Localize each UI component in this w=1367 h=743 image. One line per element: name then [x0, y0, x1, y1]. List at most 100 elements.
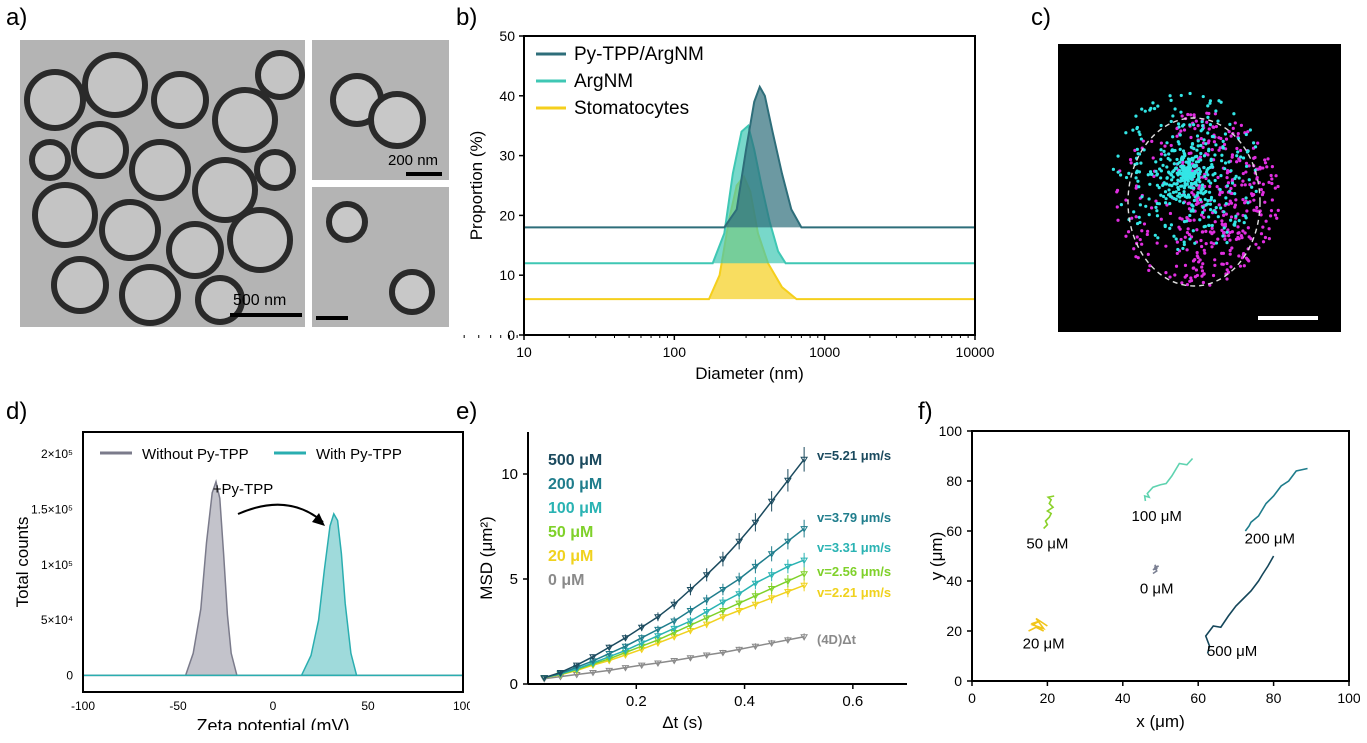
- magenta-dot: [1261, 225, 1265, 229]
- cyan-dot: [1199, 129, 1203, 133]
- cyan-dot: [1195, 148, 1199, 152]
- cyan-dot: [1154, 205, 1158, 209]
- cyan-dot: [1192, 147, 1196, 151]
- cyan-dot: [1171, 175, 1175, 179]
- data-point: [572, 662, 581, 670]
- magenta-dot: [1266, 157, 1270, 161]
- magenta-dot: [1189, 135, 1193, 140]
- magenta-dot: [1159, 217, 1163, 221]
- cyan-dot: [1195, 183, 1199, 187]
- cyan-dot: [1207, 223, 1211, 228]
- cyan-dot: [1168, 194, 1172, 198]
- magenta-dot: [1151, 156, 1155, 160]
- magenta-dot: [1226, 181, 1231, 185]
- magenta-dot: [1212, 242, 1216, 246]
- magenta-dot: [1140, 229, 1144, 233]
- trajectory-label: 0 μM: [1140, 581, 1174, 598]
- annotation-arrow: [237, 503, 324, 523]
- cyan-dot: [1159, 176, 1163, 180]
- magenta-dot: [1204, 242, 1208, 246]
- cyan-dot: [1172, 169, 1176, 173]
- trajectory-0: [1152, 564, 1160, 575]
- cyan-dot: [1202, 154, 1207, 158]
- cyan-dot: [1230, 181, 1235, 185]
- magenta-dot: [1230, 246, 1234, 250]
- magenta-dot: [1217, 148, 1221, 152]
- cyan-dot: [1140, 195, 1144, 199]
- magenta-dot: [1237, 254, 1241, 258]
- magenta-dot: [1207, 127, 1211, 131]
- magenta-dot: [1269, 173, 1273, 178]
- cyan-dot: [1183, 154, 1187, 158]
- x-tick-label: 0: [968, 690, 976, 706]
- magenta-dot: [1252, 181, 1256, 185]
- magenta-dot: [1220, 219, 1224, 223]
- magenta-dot: [1229, 186, 1233, 191]
- magenta-dot: [1186, 112, 1190, 117]
- cyan-dot: [1244, 196, 1248, 200]
- magenta-dot: [1180, 114, 1184, 118]
- cyan-dot: [1171, 114, 1175, 118]
- magenta-dot: [1126, 230, 1131, 234]
- annotation-label: +Py-TPP: [213, 481, 273, 498]
- magenta-dot: [1177, 225, 1181, 229]
- data-point: [637, 624, 646, 632]
- cyan-dot: [1146, 173, 1150, 177]
- magenta-dot: [1191, 266, 1195, 270]
- cyan-dot: [1176, 178, 1180, 182]
- magenta-dot: [1236, 225, 1240, 229]
- cyan-dot: [1204, 142, 1208, 146]
- trajectory-200: [1244, 467, 1308, 532]
- cyan-dot: [1180, 193, 1184, 198]
- cyan-dot: [1214, 241, 1219, 245]
- y-tick-label: 0: [507, 327, 515, 343]
- magenta-dot: [1228, 238, 1232, 242]
- magenta-dot: [1124, 234, 1128, 238]
- data-point: [637, 635, 646, 642]
- magenta-dot: [1222, 142, 1227, 147]
- cyan-dot: [1163, 153, 1167, 157]
- cyan-dot: [1175, 157, 1179, 162]
- magenta-dot: [1175, 251, 1179, 256]
- cyan-dot: [1135, 126, 1139, 131]
- data-point: [800, 571, 809, 578]
- magenta-dot: [1265, 165, 1269, 169]
- magenta-dot: [1138, 237, 1142, 242]
- cyan-dot: [1201, 192, 1205, 196]
- magenta-dot: [1263, 200, 1267, 204]
- data-point: [686, 655, 695, 662]
- magenta-dot: [1181, 160, 1185, 164]
- magenta-dot: [1243, 231, 1247, 235]
- data-point: [784, 563, 792, 571]
- x-tick-label: -100: [71, 699, 95, 713]
- magenta-dot: [1200, 269, 1205, 273]
- magenta-dot: [1210, 245, 1214, 249]
- magenta-dot: [1226, 270, 1231, 274]
- tem-micrograph-inset-bottom: [312, 187, 449, 327]
- magenta-dot: [1213, 220, 1217, 224]
- magenta-dot: [1229, 134, 1233, 138]
- cyan-dot: [1214, 143, 1218, 147]
- magenta-dot: [1268, 214, 1273, 218]
- magenta-dot: [1200, 213, 1204, 217]
- x-tick-label: 100: [453, 699, 470, 713]
- cyan-dot: [1158, 167, 1162, 171]
- magenta-dot: [1129, 161, 1133, 165]
- magenta-dot: [1204, 229, 1208, 234]
- cyan-dot: [1223, 161, 1228, 165]
- cyan-dot: [1162, 149, 1166, 153]
- cyan-dot: [1138, 220, 1142, 225]
- data-point: [735, 608, 744, 615]
- cyan-dot: [1165, 165, 1169, 169]
- magenta-dot: [1150, 206, 1154, 210]
- cyan-dot: [1221, 139, 1225, 143]
- magenta-dot: [1140, 242, 1144, 246]
- trajectory-chart: 50 μM 100 μM 0 μM 20 μM 200 μM 500 μM 0 20 40 60 8…: [927, 423, 1360, 731]
- magenta-dot: [1208, 230, 1213, 234]
- magenta-dot: [1247, 164, 1251, 168]
- magenta-dot: [1246, 226, 1250, 230]
- cyan-dot: [1137, 152, 1142, 156]
- cyan-dot: [1179, 110, 1183, 114]
- magenta-dot: [1192, 113, 1196, 117]
